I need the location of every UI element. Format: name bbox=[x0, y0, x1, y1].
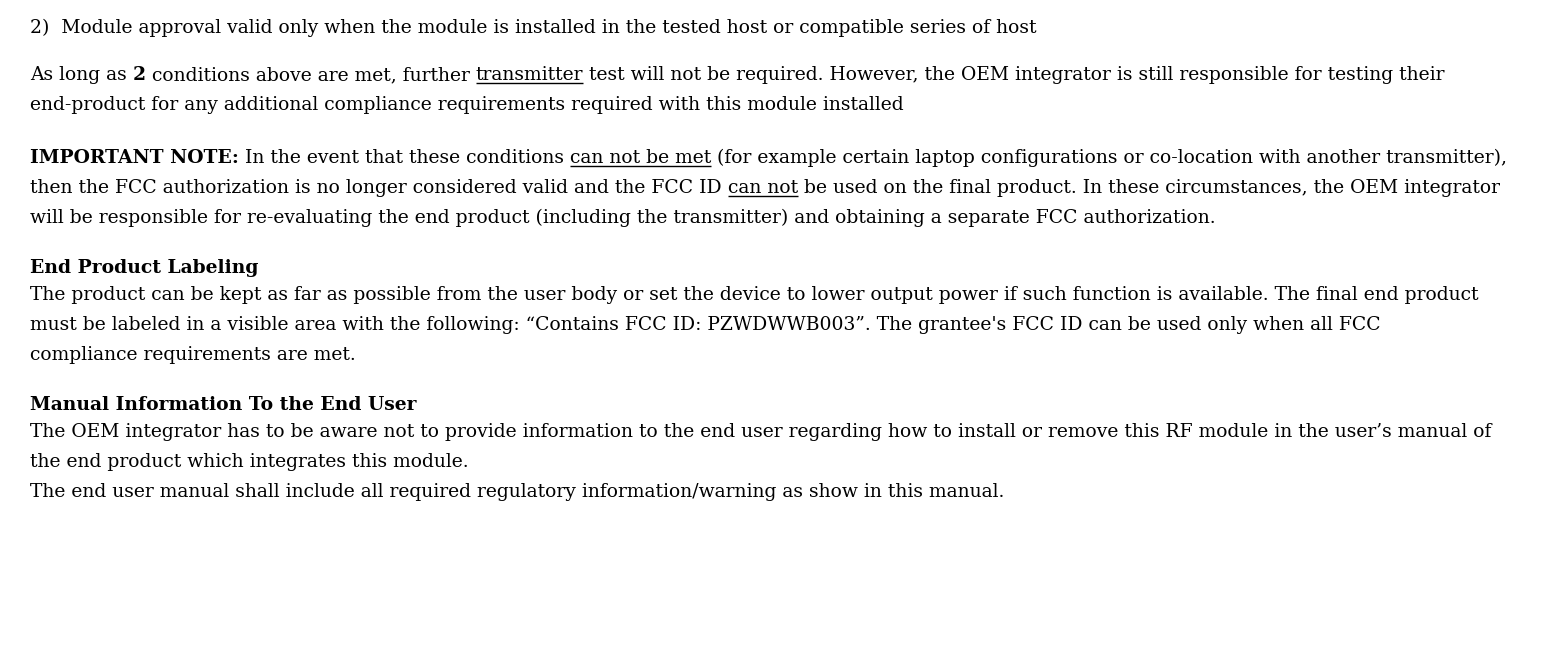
Text: The end user manual shall include all required regulatory information/warning as: The end user manual shall include all re… bbox=[30, 483, 1005, 501]
Text: compliance requirements are met.: compliance requirements are met. bbox=[30, 346, 356, 364]
Text: In the event that these conditions: In the event that these conditions bbox=[239, 149, 569, 167]
Text: 2: 2 bbox=[133, 66, 145, 84]
Text: The OEM integrator has to be aware not to provide information to the end user re: The OEM integrator has to be aware not t… bbox=[30, 423, 1491, 441]
Text: Manual Information To the End User: Manual Information To the End User bbox=[30, 396, 417, 414]
Text: end-product for any additional compliance requirements required with this module: end-product for any additional complianc… bbox=[30, 96, 903, 114]
Text: conditions above are met, further: conditions above are met, further bbox=[145, 66, 476, 84]
Text: 2)  Module approval valid only when the module is installed in the tested host o: 2) Module approval valid only when the m… bbox=[30, 19, 1036, 37]
Text: will be responsible for re-evaluating the end product (including the transmitter: will be responsible for re-evaluating th… bbox=[30, 209, 1215, 227]
Text: As long as: As long as bbox=[30, 66, 133, 84]
Text: The product can be kept as far as possible from the user body or set the device : The product can be kept as far as possib… bbox=[30, 286, 1479, 304]
Text: the end product which integrates this module.: the end product which integrates this mo… bbox=[30, 453, 468, 471]
Text: then the FCC authorization is no longer considered valid and the FCC ID: then the FCC authorization is no longer … bbox=[30, 179, 727, 197]
Text: (for example certain laptop configurations or co-location with another transmitt: (for example certain laptop configuratio… bbox=[711, 149, 1507, 167]
Text: IMPORTANT NOTE:: IMPORTANT NOTE: bbox=[30, 149, 239, 167]
Text: be used on the final product. In these circumstances, the OEM integrator: be used on the final product. In these c… bbox=[797, 179, 1499, 197]
Text: End Product Labeling: End Product Labeling bbox=[30, 259, 259, 277]
Text: can not be met: can not be met bbox=[569, 149, 711, 167]
Text: must be labeled in a visible area with the following: “Contains FCC ID: PZWDWWB0: must be labeled in a visible area with t… bbox=[30, 316, 1381, 334]
Text: test will not be required. However, the OEM integrator is still responsible for : test will not be required. However, the … bbox=[583, 66, 1445, 84]
Text: can not: can not bbox=[727, 179, 797, 197]
Text: transmitter: transmitter bbox=[476, 66, 583, 84]
